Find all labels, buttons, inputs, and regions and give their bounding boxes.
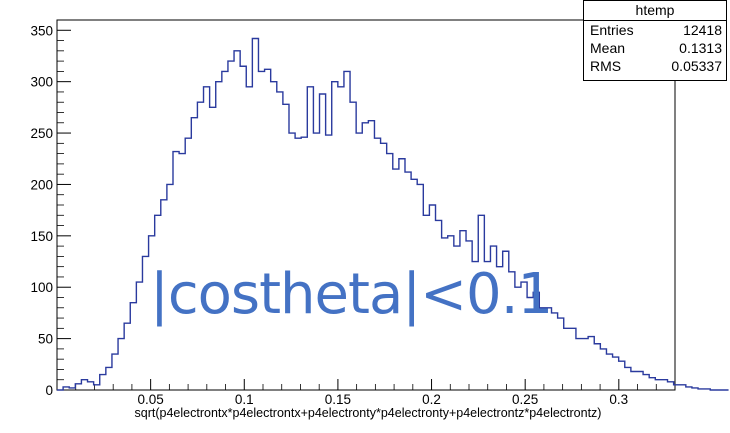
y-tick-label: 300 [30,75,53,90]
x-axis: 0.05 0.1 0.15 0.2 0.25 0.3 [75,379,657,407]
y-tick-label: 250 [30,126,53,141]
x-tick-label: 0.2 [422,392,441,407]
y-tick-label: 50 [38,332,53,347]
x-tick-label: 0.3 [609,392,628,407]
stats-box: htemp Entries 12418 Mean 0.1313 RMS 0.05… [583,0,727,81]
y-tick-label: 0 [45,383,53,398]
stats-label: RMS [590,58,622,74]
x-tick-label: 0.05 [137,392,163,407]
y-tick-label: 200 [30,177,53,192]
y-axis: 0 50 100 150 200 250 300 350 [30,23,71,398]
x-tick-label: 0.1 [235,392,254,407]
stats-value: 0.05337 [671,58,722,74]
stats-title: htemp [584,1,726,21]
stats-row-entries: Entries 12418 [584,21,726,39]
y-tick-label: 350 [30,23,53,38]
y-tick-label: 150 [30,229,53,244]
x-axis-label: sqrt(p4electrontx*p4electrontx+p4electro… [135,406,602,420]
stats-row-rms: RMS 0.05337 [584,57,726,75]
stats-value: 12418 [683,22,722,38]
y-tick-label: 100 [30,280,53,295]
x-tick-label: 0.25 [512,392,538,407]
stats-label: Mean [590,40,626,56]
stats-value: 0.1313 [679,40,722,56]
overlay-annotation: |costheta|<0.1 [150,262,553,327]
stats-row-mean: Mean 0.1313 [584,39,726,57]
x-tick-label: 0.15 [325,392,351,407]
histogram-series [57,37,729,391]
stats-label: Entries [590,22,634,38]
